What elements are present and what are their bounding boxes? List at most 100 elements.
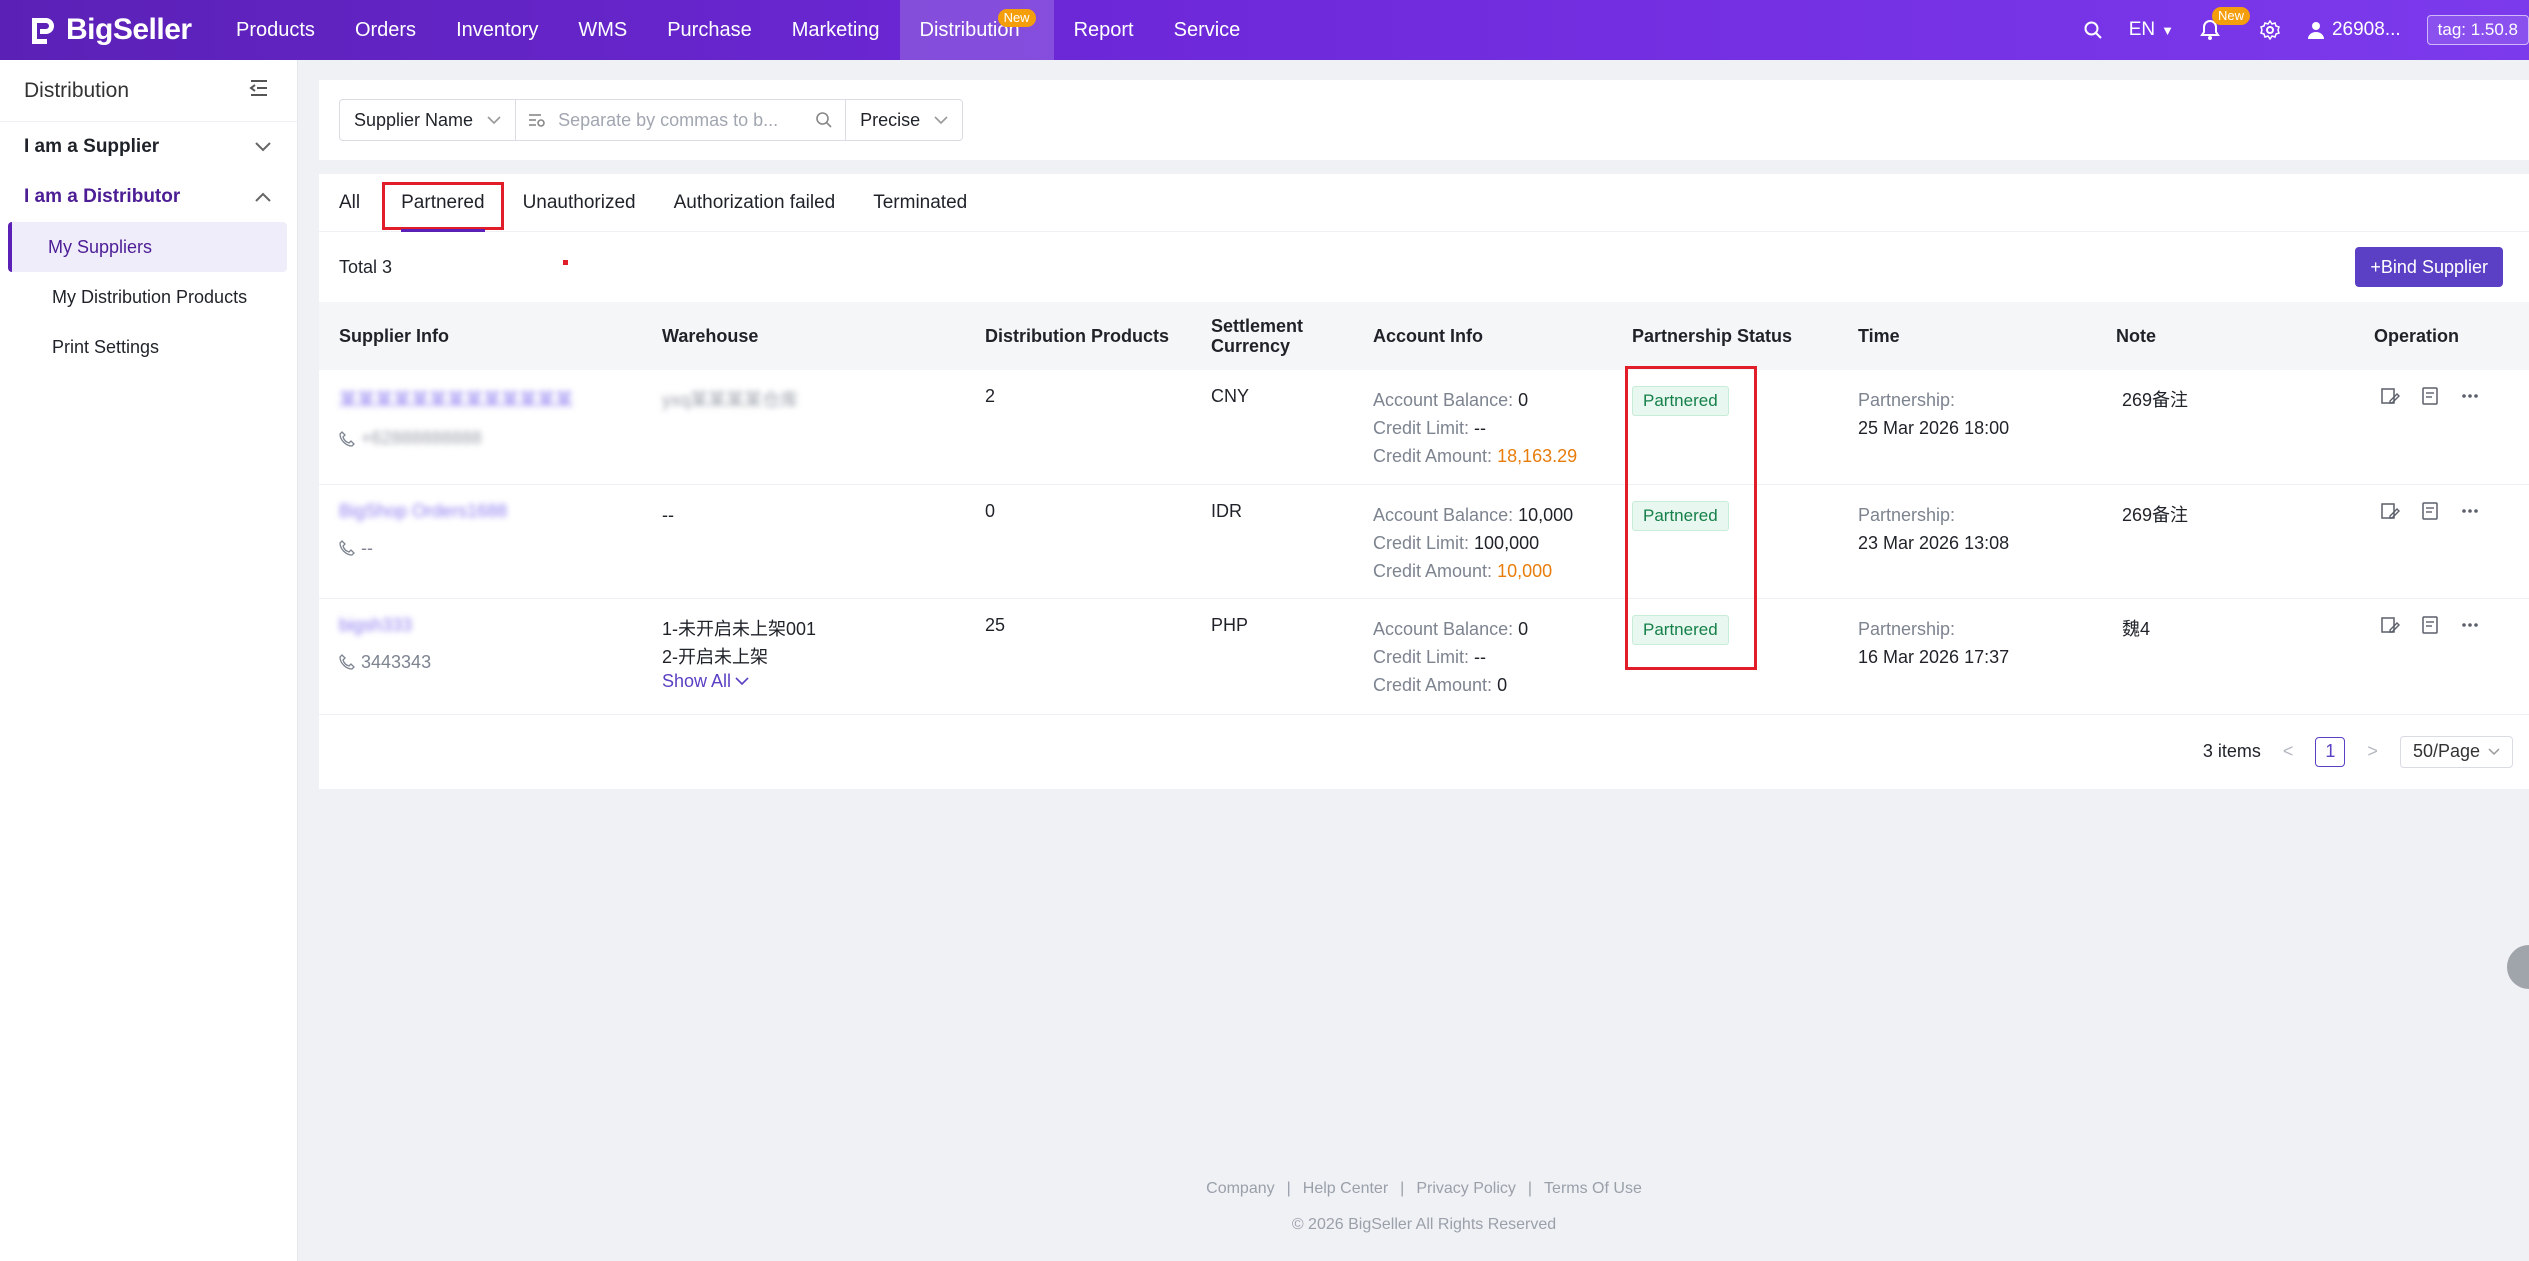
field-select[interactable]: Supplier Name — [340, 100, 517, 140]
edit-icon[interactable] — [2380, 615, 2400, 640]
more-icon[interactable] — [2460, 615, 2480, 640]
supplier-name-link[interactable]: BigShop Orders1688 — [339, 500, 508, 521]
nav-products[interactable]: Products — [236, 18, 315, 41]
footer-link-terms[interactable]: Terms Of Use — [1544, 1180, 1642, 1197]
nav-service[interactable]: Service — [1173, 18, 1241, 41]
sidebar-group-supplier[interactable]: I am a Supplier — [0, 122, 297, 172]
table-row: bigsh333 3443343 1-未开启未上架001 2-开启未上架 Sho… — [319, 598, 2529, 715]
version-tag: tag: 1.50.8 — [2426, 15, 2529, 45]
supplier-phone: +62888888888 — [339, 428, 642, 449]
sidebar-item-print-settings[interactable]: Print Settings — [52, 336, 160, 357]
status-badge: Partnered — [1632, 386, 1729, 416]
warehouse-name: yxq某某某某仓库 — [662, 390, 799, 410]
search-input[interactable]: Separate by commas to b... — [516, 100, 847, 140]
log-icon[interactable] — [2420, 615, 2440, 640]
side-drawer-handle[interactable] — [2507, 945, 2529, 989]
language-select[interactable]: EN ▼ — [2128, 19, 2174, 40]
time-cell: Partnership: 23 Mar 2026 13:08 — [1838, 484, 2096, 599]
table-row: BigShop Orders1688 -- -- 0 IDR Account B… — [319, 484, 2529, 599]
collapse-sidebar-icon[interactable] — [249, 79, 269, 103]
page-size-select[interactable]: 50/Page — [2399, 735, 2513, 768]
log-icon[interactable] — [2420, 501, 2440, 526]
chevron-down-icon — [2488, 747, 2500, 755]
account-balance: 0 — [1518, 618, 1529, 639]
more-icon[interactable] — [2460, 386, 2480, 411]
supplier-name-link[interactable]: 某某某某某某某某某某某某某 — [339, 390, 573, 410]
caret-down-icon: ▼ — [2161, 22, 2174, 38]
products-count: 0 — [965, 484, 1191, 599]
nav-wms[interactable]: WMS — [578, 18, 628, 41]
partnership-time: 16 Mar 2026 17:37 — [1858, 646, 2010, 667]
warehouse-name: 2-开启未上架 — [662, 646, 769, 667]
next-page-icon[interactable]: > — [2367, 741, 2378, 761]
logo-text: BigSeller — [66, 13, 192, 46]
credit-limit: -- — [1474, 646, 1487, 667]
col-note: Note — [2096, 302, 2354, 370]
settlement-currency: IDR — [1191, 484, 1353, 599]
nav-distribution[interactable]: Distribution New — [899, 0, 1054, 60]
supplier-phone: -- — [339, 538, 642, 559]
credit-amount: 10,000 — [1497, 560, 1553, 581]
settlement-currency: CNY — [1191, 370, 1353, 485]
sidebar-item-my-suppliers[interactable]: My Suppliers — [8, 222, 287, 272]
partnership-status-cell: Partnered — [1612, 484, 1838, 599]
tab-terminated[interactable]: Terminated — [873, 191, 968, 213]
settings-gear-icon[interactable] — [2260, 20, 2280, 40]
main-nav: Products Orders Inventory WMS Purchase M… — [216, 0, 1260, 60]
nav-inventory[interactable]: Inventory — [456, 18, 539, 41]
partnership-time: 23 Mar 2026 13:08 — [1858, 532, 2010, 553]
match-mode-select[interactable]: Precise — [846, 100, 962, 140]
account-info-cell: Account Balance: 10,000 Credit Limit: 10… — [1353, 484, 1612, 599]
tab-all[interactable]: All — [339, 191, 361, 213]
nav-orders[interactable]: Orders — [354, 18, 417, 41]
filter-bar: Supplier Name Separate by commas to b...… — [319, 80, 2529, 160]
show-all-link[interactable]: Show All — [662, 671, 965, 692]
more-icon[interactable] — [2460, 501, 2480, 526]
operation-cell — [2354, 598, 2529, 715]
edit-icon[interactable] — [2380, 386, 2400, 411]
supplier-phone: 3443343 — [339, 652, 642, 673]
table-row: 某某某某某某某某某某某某某 +62888888888 yxq某某某某仓库 2 C… — [319, 370, 2529, 485]
prev-page-icon[interactable]: < — [2282, 741, 2294, 761]
phone-icon — [339, 430, 355, 447]
status-highlight-box — [1625, 366, 1757, 670]
products-count: 25 — [965, 598, 1191, 715]
chevron-up-icon — [255, 186, 271, 208]
copyright: © 2026 BigSeller All Rights Reserved — [1291, 1216, 1557, 1233]
col-partnership-status: Partnership Status — [1612, 302, 1838, 370]
nav-marketing[interactable]: Marketing — [791, 18, 880, 41]
col-warehouse: Warehouse — [642, 302, 965, 370]
phone-icon — [339, 654, 355, 670]
credit-amount: 0 — [1497, 674, 1508, 695]
supplier-name-link[interactable]: bigsh333 — [339, 614, 413, 635]
col-operation: Operation — [2354, 302, 2529, 370]
search-icon[interactable] — [2083, 20, 2103, 40]
user-menu[interactable]: 26908... — [2306, 19, 2401, 41]
sidebar-group-distributor[interactable]: I am a Distributor — [0, 172, 297, 222]
chevron-down-icon — [487, 115, 501, 124]
account-info-cell: Account Balance: 0 Credit Limit: -- Cred… — [1353, 370, 1612, 485]
bell-icon[interactable]: New — [2200, 7, 2250, 41]
footer-link-privacy-policy[interactable]: Privacy Policy — [1416, 1180, 1516, 1197]
note-cell: 269备注 — [2096, 370, 2354, 485]
tab-partnered[interactable]: Partnered — [382, 174, 504, 232]
edit-icon[interactable] — [2380, 501, 2400, 526]
chevron-down-icon — [735, 676, 749, 685]
footer-link-help-center[interactable]: Help Center — [1302, 1180, 1389, 1197]
page-number-current[interactable]: 1 — [2315, 736, 2346, 767]
nav-purchase[interactable]: Purchase — [667, 18, 752, 41]
tab-unauthorized[interactable]: Unauthorized — [522, 191, 636, 213]
nav-report[interactable]: Report — [1073, 18, 1134, 41]
footer-link-company[interactable]: Company — [1206, 1180, 1275, 1197]
tab-authorization-failed[interactable]: Authorization failed — [673, 191, 836, 213]
footer-links: Company | Help Center | Privacy Policy | Te… — [1206, 1180, 1642, 1197]
sidebar-header: Distribution — [0, 60, 297, 122]
bigseller-logo[interactable]: BigSeller — [26, 13, 216, 47]
bind-supplier-button[interactable]: +Bind Supplier — [2355, 247, 2503, 287]
status-tabs: All Partnered Unauthorized Authorization… — [319, 174, 2529, 232]
log-icon[interactable] — [2420, 386, 2440, 411]
suppliers-table: Supplier Info Warehouse Distribution Pro… — [319, 302, 2529, 715]
account-balance: 10,000 — [1518, 504, 1574, 525]
sidebar-item-my-distribution-products[interactable]: My Distribution Products — [52, 286, 248, 307]
chevron-down-icon — [255, 136, 271, 158]
